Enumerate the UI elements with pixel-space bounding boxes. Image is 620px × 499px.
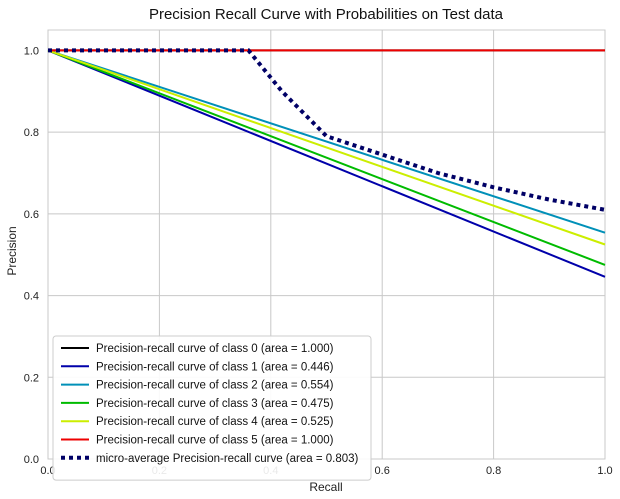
y-tick-labels: 0.0 0.2 0.4 0.6 0.8 1.0 — [24, 45, 39, 466]
x-tick-label: 0.8 — [486, 465, 501, 477]
plot-area: 0.0 0.2 0.4 0.6 0.8 1.0 0.0 0.2 0.4 0.6 0.8 1.0 — [24, 29, 613, 477]
chart-title: Precision Recall Curve with Probabilitie… — [149, 6, 504, 23]
legend-label-3: Precision-recall curve of class 3 (area … — [96, 398, 334, 410]
y-tick-label: 0.0 — [24, 454, 39, 466]
y-tick-label: 1.0 — [24, 45, 39, 57]
y-tick-label: 0.4 — [24, 291, 39, 303]
series-line-1 — [47, 49, 606, 278]
x-tick-label: 1.0 — [597, 465, 612, 477]
series-line-3 — [47, 49, 606, 266]
legend-label-4: Precision-recall curve of class 4 (area … — [96, 416, 334, 428]
y-axis-title: Precision — [5, 226, 19, 275]
x-tick-label: 0.6 — [375, 465, 390, 477]
series-line-4 — [47, 49, 606, 246]
legend-label-2: Precision-recall curve of class 2 (area … — [96, 380, 334, 392]
series-lines — [47, 48, 606, 278]
legend-label-5: Precision-recall curve of class 5 (area … — [96, 435, 334, 447]
y-tick-label: 0.2 — [24, 372, 39, 384]
y-tick-label: 0.8 — [24, 127, 39, 139]
series-line-6 — [48, 48, 606, 212]
series-line-2 — [47, 49, 606, 234]
legend-box — [52, 335, 372, 481]
legend: Precision-recall curve of class 0 (area … — [52, 335, 372, 481]
x-tick-label: 0.0 — [40, 465, 55, 477]
y-tick-label: 0.6 — [24, 209, 39, 221]
x-axis-title: Recall — [309, 480, 342, 494]
legend-label-0: Precision-recall curve of class 0 (area … — [96, 343, 334, 355]
legend-label-1: Precision-recall curve of class 1 (area … — [96, 361, 334, 373]
legend-label-6: micro-average Precision-recall curve (ar… — [96, 453, 359, 465]
